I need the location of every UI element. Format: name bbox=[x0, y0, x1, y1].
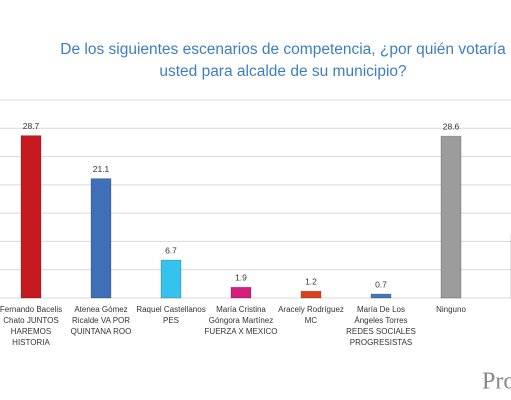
bar bbox=[90, 178, 112, 299]
x-tick-label: Ricalde VA POR bbox=[72, 316, 130, 325]
x-tick-label: MC bbox=[305, 316, 318, 325]
x-tick-label: María De Los bbox=[357, 305, 405, 314]
value-label: 1.9 bbox=[235, 273, 247, 283]
x-tick-label: Ninguno bbox=[436, 305, 466, 314]
bar bbox=[370, 293, 392, 299]
x-tick-label: Fernando Bacelis bbox=[0, 305, 62, 314]
x-tick-label: Raquel Castellanos bbox=[136, 305, 205, 314]
value-label: 28.6 bbox=[443, 121, 460, 131]
x-tick-label: Ángeles Torres bbox=[354, 316, 407, 325]
x-tick-label: PROGRESISTAS bbox=[350, 338, 413, 347]
x-tick-label: María Cristina bbox=[216, 305, 266, 314]
bar bbox=[230, 286, 252, 299]
watermark: Pro bbox=[482, 369, 511, 395]
bar bbox=[20, 135, 42, 299]
x-tick-label: REDES SOCIALES bbox=[346, 327, 416, 336]
value-label: 6.7 bbox=[165, 245, 177, 255]
x-tick-label: Chato JUNTOS bbox=[3, 316, 58, 325]
bar bbox=[300, 290, 322, 299]
chart-title: De los siguientes escenarios de competen… bbox=[60, 41, 506, 58]
value-label: 21.1 bbox=[93, 164, 110, 174]
value-label: 28.7 bbox=[23, 121, 40, 131]
value-label: 0.7 bbox=[375, 279, 387, 289]
x-tick-label: QUINTANA ROO bbox=[71, 327, 132, 336]
x-tick-label: HAREMOS bbox=[11, 327, 51, 336]
x-tick-label: Góngora Martínez bbox=[209, 316, 273, 325]
bar bbox=[440, 135, 462, 299]
x-tick-label: Aracely Rodríguez bbox=[278, 305, 344, 314]
value-label: 1.2 bbox=[305, 276, 317, 286]
x-tick-label: HISTORIA bbox=[12, 338, 50, 347]
x-tick-label: Atenea Gómez bbox=[74, 305, 127, 314]
x-tick-label: FUERZA X MEXICO bbox=[205, 327, 278, 336]
x-tick-label: PES bbox=[163, 316, 179, 325]
chart-title: usted para alcalde de su municipio? bbox=[159, 63, 407, 80]
bar bbox=[160, 259, 182, 299]
